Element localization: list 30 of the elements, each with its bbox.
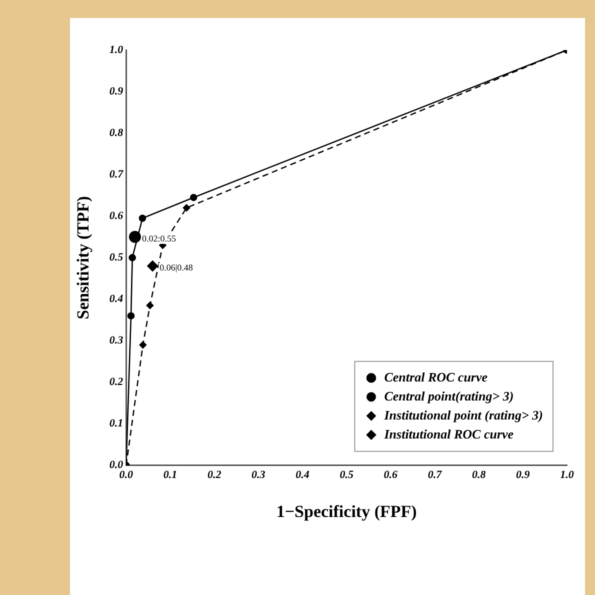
y-axis-title: Sensitivity (TPF) xyxy=(74,196,93,320)
y-tick-label: 0.9 xyxy=(109,85,124,98)
x-tick-label: 0.5 xyxy=(340,468,354,481)
x-tick-label: 0.2 xyxy=(207,468,222,481)
y-tick-label: 0.0 xyxy=(109,459,124,472)
y-tick-label: 0.5 xyxy=(109,252,124,264)
y-tick-label: 0.3 xyxy=(109,334,124,347)
legend-label: Institutional ROC curve xyxy=(383,426,514,442)
x-tick-label: 1.0 xyxy=(560,468,574,481)
x-tick-label: 0.6 xyxy=(384,468,398,481)
y-tick-label: 0.8 xyxy=(109,126,124,139)
y-tick-label: 1.0 xyxy=(109,44,124,56)
legend-label: Institutional point (rating> 3) xyxy=(383,407,544,422)
x-tick-label: 0.8 xyxy=(472,468,486,481)
annotation: 0.06|0.48 xyxy=(160,262,194,272)
x-tick-label: 0.4 xyxy=(296,468,310,481)
y-tick-label: 0.1 xyxy=(109,418,124,430)
y-tick-label: 0.2 xyxy=(109,376,124,388)
y-tick-label: 0.7 xyxy=(109,168,124,180)
x-axis-title: 1−Specificity (FPF) xyxy=(276,502,417,522)
x-tick-label: 0.3 xyxy=(252,468,266,481)
x-tick-label: 0.9 xyxy=(516,468,530,481)
legend-label: Central point(rating> 3) xyxy=(384,388,514,404)
y-tick-label: 0.4 xyxy=(109,293,124,306)
legend-label: Central ROC curve xyxy=(384,369,488,384)
x-tick-label: 0.0 xyxy=(119,468,134,481)
y-tick-label: 0.6 xyxy=(109,210,124,222)
annotation: 0.02:0.55 xyxy=(142,233,176,244)
x-tick-label: 0.1 xyxy=(163,468,178,481)
x-tick-label: 0.7 xyxy=(428,468,442,481)
